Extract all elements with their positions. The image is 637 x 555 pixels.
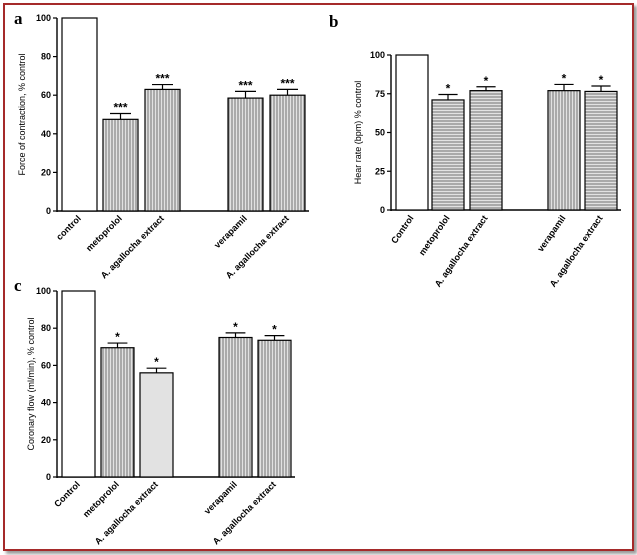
category-label: metoprolol: [417, 213, 452, 257]
significance-label: *: [115, 330, 120, 344]
significance-label: ***: [113, 101, 127, 115]
significance-label: *: [562, 71, 567, 85]
significance-label: *: [484, 74, 489, 88]
bar: [227, 97, 264, 212]
y-tick-label: 20: [41, 167, 51, 177]
y-tick-label: 75: [375, 89, 385, 99]
bar: [61, 290, 96, 478]
y-tick-label: 20: [41, 435, 51, 445]
chart-a: 0 20 40 60 80 100 Force of contraction, % cont…: [17, 13, 309, 281]
bar: [547, 90, 581, 211]
significance-label: ***: [238, 78, 252, 92]
y-tick-label: 0: [46, 206, 51, 216]
bar: [257, 339, 292, 478]
y-axis-label: Force of contraction, % control: [17, 53, 27, 175]
bar: [139, 372, 174, 478]
significance-label: *: [272, 323, 277, 337]
bar: [584, 90, 618, 211]
bar: [144, 88, 181, 212]
significance-label: ***: [280, 76, 294, 90]
significance-label: *: [154, 355, 159, 369]
panel-c-letter: c: [14, 276, 22, 295]
panel-b-letter: b: [329, 12, 338, 31]
significance-label: *: [599, 73, 604, 87]
bar: [218, 336, 253, 478]
category-label: Control: [52, 479, 82, 509]
significance-label: *: [233, 320, 238, 334]
y-tick-label: 80: [41, 323, 51, 333]
y-tick-label: 100: [370, 50, 385, 60]
category-label: Control: [389, 213, 416, 245]
y-axis-label: Hear rate (bpm) % control: [353, 81, 363, 185]
y-tick-label: 60: [41, 360, 51, 370]
category-label: metoprolol: [81, 479, 121, 519]
significance-label: *: [446, 82, 451, 96]
y-tick-label: 60: [41, 90, 51, 100]
bar: [431, 99, 465, 211]
category-label: verapamil: [212, 213, 249, 250]
category-label: verapamil: [202, 479, 239, 516]
bar: [395, 54, 429, 211]
y-tick-label: 0: [46, 472, 51, 482]
y-tick-label: 50: [375, 128, 385, 138]
y-tick-label: 40: [41, 129, 51, 139]
y-tick-label: 80: [41, 52, 51, 62]
y-tick-label: 100: [36, 286, 51, 296]
y-tick-label: 100: [36, 13, 51, 23]
bar: [102, 118, 139, 212]
category-label: control: [54, 213, 83, 242]
chart-b: 0 25 50 75 100 Hear rate (bpm) % control Contr…: [353, 50, 621, 289]
y-tick-label: 40: [41, 398, 51, 408]
bar: [100, 347, 135, 478]
category-label: metoprolol: [84, 213, 124, 253]
y-tick-label: 25: [375, 166, 385, 176]
y-tick-label: 0: [380, 205, 385, 215]
bar: [469, 90, 503, 211]
panel-a-letter: a: [14, 9, 23, 28]
bar: [269, 94, 306, 212]
chart-c: 0 20 40 60 80 100 Coronary flow (ml/min), % co…: [26, 286, 295, 547]
category-label: verapamil: [535, 213, 567, 253]
significance-label: ***: [155, 72, 169, 86]
y-axis-label: Coronary flow (ml/min), % control: [26, 317, 36, 450]
bar: [61, 17, 98, 212]
